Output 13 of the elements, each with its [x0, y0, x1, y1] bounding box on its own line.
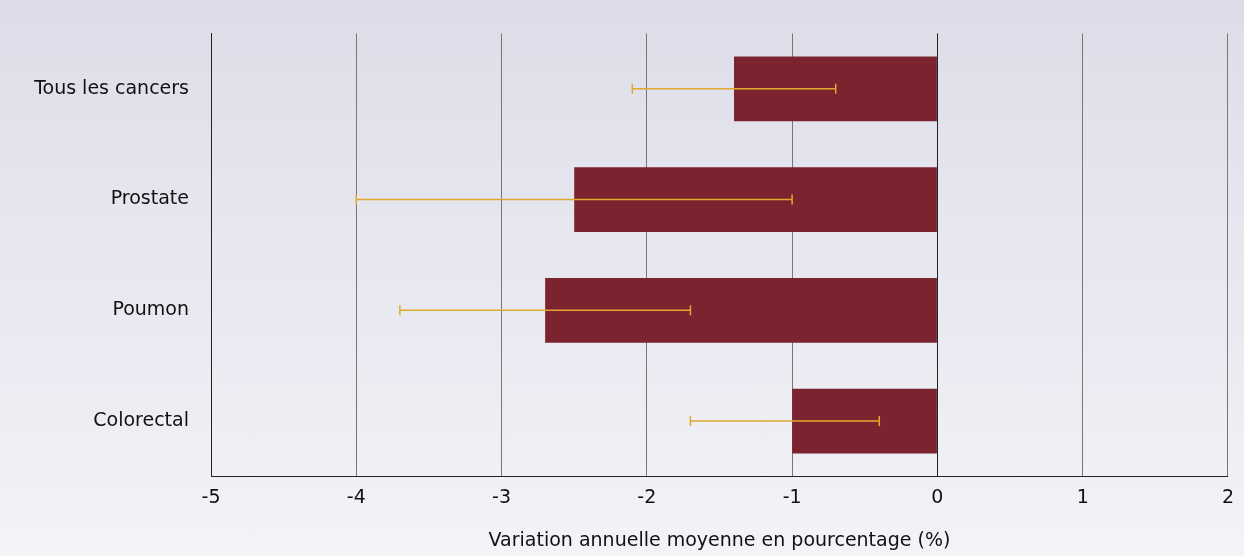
x-tick-label: -4	[346, 484, 366, 507]
y-tick-label: Poumon	[112, 297, 189, 320]
y-tick-label: Tous les cancers	[33, 75, 189, 98]
y-tick-label: Prostate	[110, 186, 189, 209]
x-tick-label: -1	[782, 484, 802, 507]
x-tick-label: 0	[931, 484, 944, 507]
x-tick-label: -5	[201, 484, 221, 507]
x-axis-title: Variation annuelle moyenne en pourcentage (%)	[488, 527, 951, 550]
x-tick-label: -2	[637, 484, 657, 507]
y-tick-label: Colorectal	[93, 407, 189, 430]
x-tick-label: 2	[1221, 484, 1234, 507]
x-tick-label: 1	[1076, 484, 1089, 507]
x-tick-label: -3	[492, 484, 512, 507]
